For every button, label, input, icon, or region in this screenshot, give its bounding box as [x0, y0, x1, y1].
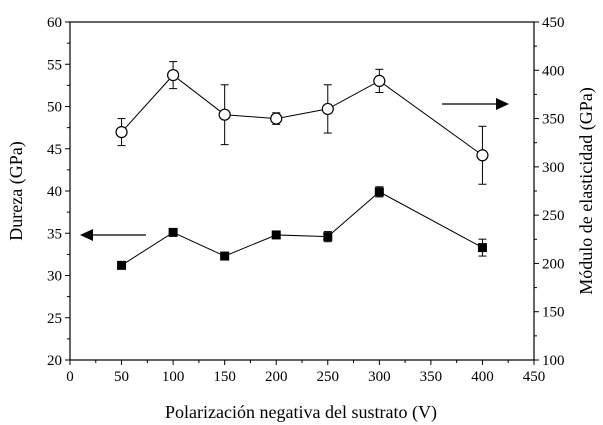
y-axis-right-title: Módulo de elasticidad (GPa) [576, 87, 597, 294]
x-tick-label: 400 [471, 369, 494, 385]
x-tick-label: 350 [420, 369, 443, 385]
y-right-tick-label: 150 [542, 305, 565, 321]
y-axis-left-title: Dureza (GPa) [6, 141, 27, 240]
y-left-tick-label: 60 [47, 15, 62, 31]
data-point-circle [270, 112, 283, 125]
data-point-square [477, 243, 487, 253]
data-point-square [220, 251, 230, 261]
x-tick-label: 50 [114, 369, 129, 385]
y-left-tick-label: 35 [47, 226, 62, 242]
data-point-square [323, 232, 333, 242]
x-tick-label: 150 [213, 369, 236, 385]
y-left-tick-label: 20 [47, 353, 62, 369]
data-point-circle [476, 149, 489, 162]
y-right-tick-label: 100 [542, 353, 565, 369]
y-left-tick-label: 40 [47, 184, 62, 200]
data-point-square [117, 260, 127, 270]
y-left-tick-label: 55 [47, 57, 62, 73]
x-tick-label: 300 [368, 369, 391, 385]
arrow-left-head [80, 229, 93, 241]
y-right-tick-label: 450 [542, 15, 565, 31]
y-right-tick-label: 250 [542, 208, 565, 224]
x-axis-title: Polarización negativa del sustrato (V) [165, 402, 437, 423]
y-right-tick-label: 200 [542, 256, 565, 272]
x-tick-label: 100 [162, 369, 185, 385]
y-right-tick-label: 400 [542, 63, 565, 79]
data-point-circle [218, 108, 231, 121]
data-point-square [168, 227, 178, 237]
y-left-tick-label: 25 [47, 311, 62, 327]
y-right-tick-label: 350 [542, 112, 565, 128]
y-right-tick-label: 300 [542, 160, 565, 176]
y-left-tick-label: 45 [47, 142, 62, 158]
arrow-right-head [496, 98, 509, 110]
data-point-circle [167, 69, 180, 82]
data-point-circle [321, 102, 334, 116]
y-left-tick-label: 30 [47, 269, 62, 285]
x-tick-label: 0 [66, 369, 74, 385]
plot-layer: 0 50 100 150 200 250 300 350 400 450 20 25 30 35 40 45 5… [47, 15, 565, 385]
x-tick-label: 200 [265, 369, 288, 385]
data-point-circle [373, 74, 386, 88]
x-tick-label: 450 [523, 369, 546, 385]
data-point-square [271, 230, 281, 240]
data-point-square [374, 187, 384, 197]
plot-frame [69, 21, 535, 361]
series-line-0 [121, 74, 483, 156]
y-left-tick-label: 50 [47, 100, 62, 116]
data-point-circle [115, 125, 128, 139]
x-tick-label: 250 [317, 369, 340, 385]
